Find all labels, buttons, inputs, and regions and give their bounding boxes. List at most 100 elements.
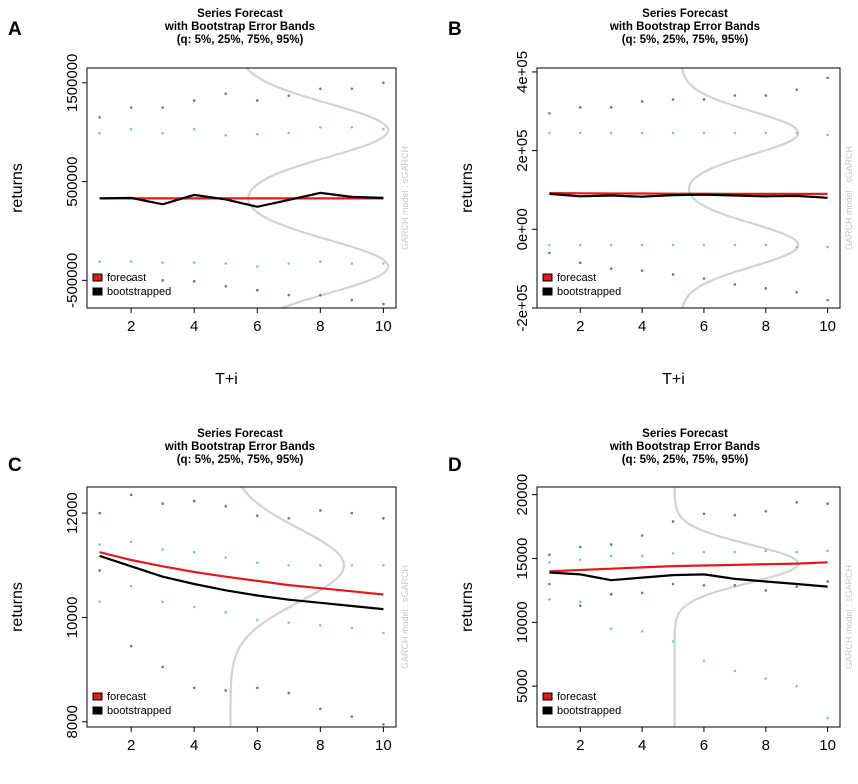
quantile-point-q5 [319,293,322,297]
quantile-point-q95 [161,106,164,109]
quantile-point-q5 [702,583,706,587]
x-tick-label: 8 [762,318,770,335]
quantile-point-q5 [287,691,291,695]
legend: forecast bootstrapped [92,272,171,298]
chart-title-line-3: (q: 5%, 25%, 75%, 95%) [622,454,749,466]
quantile-point-q25 [702,659,706,662]
quantile-point-q5 [826,298,829,302]
quantile-point-q25 [640,243,644,247]
quantile-point-q95 [224,92,228,95]
quantile-point-q5 [578,604,582,608]
quantile-point-q25 [192,605,196,609]
x-tick-label: 10 [819,318,836,335]
quantile-point-q5 [319,707,322,711]
quantile-point-q75 [350,563,354,567]
quantile-point-q95 [98,511,101,515]
quantile-point-q5 [671,582,675,586]
quantile-point-q75 [640,131,644,135]
legend-swatch-bootstrapped [92,287,103,296]
quantile-point-q75 [319,125,322,129]
legend: forecast bootstrapped [542,272,621,298]
quantile-point-q25 [255,618,259,622]
quantile-point-q95 [255,99,259,102]
legend-swatch-bootstrapped [92,706,103,715]
quantile-point-q5 [192,686,196,690]
quantile-point-q95 [826,76,829,80]
quantile-point-q75 [548,131,551,135]
quantile-point-q75 [382,563,385,567]
quantile-point-q5 [702,277,706,280]
quantile-point-q25 [826,716,829,720]
quantile-point-q75 [764,549,768,553]
quantile-point-q5 [129,644,133,648]
quantile-point-q25 [578,243,582,247]
x-tick-label: 4 [638,318,646,335]
series-line-forecast [99,551,384,596]
y-axis-label: returns [9,582,26,632]
quantile-point-q75 [319,563,322,567]
quantile-point-q95 [382,517,385,520]
quantile-point-q25 [319,623,322,627]
legend-swatch-forecast [92,692,103,701]
density-curve [673,487,800,727]
quantile-point-q5 [350,298,354,302]
y-tick-label: -500000 [64,253,81,308]
quantile-point-q25 [192,261,196,264]
quantile-point-q75 [255,561,259,564]
chart-title-line-1: Series Forecast [642,8,728,20]
quantile-point-q25 [671,243,675,247]
quantile-point-q95 [192,499,196,503]
x-axis-label: T+i [215,371,238,388]
legend-label-bootstrapped: bootstrapped [557,286,621,298]
quantile-point-q95 [702,512,706,516]
legend-label-bootstrapped: bootstrapped [107,286,171,298]
quantile-point-q75 [795,550,799,554]
quantile-point-q95 [548,553,551,556]
quantile-point-q25 [733,243,737,247]
x-axis-label: T+i [662,371,685,388]
y-tick-label: 2e+05 [514,130,531,172]
quantile-point-q95 [578,106,582,109]
quantile-point-q5 [795,290,799,294]
quantile-point-q25 [578,600,582,604]
y-tick-label: 4e+05 [514,51,531,93]
chart-title-line-2: with Bootstrap Error Bands [609,21,760,33]
quantile-point-q5 [733,283,737,286]
x-tick-label: 2 [127,318,135,335]
chart-title-line-3: (q: 5%, 25%, 75%, 95%) [177,454,304,466]
quantile-point-q75 [192,550,196,554]
quantile-point-q75 [287,563,291,567]
x-tick-label: 6 [253,318,261,335]
y-tick-label: 12000 [64,492,81,534]
y-axis-label: returns [459,582,476,632]
x-tick-label: 6 [700,737,708,754]
quantile-point-q95 [161,502,164,505]
quantile-point-q95 [671,520,675,523]
quantile-point-q5 [287,293,291,297]
quantile-point-q75 [733,550,737,554]
quantile-point-q25 [795,245,799,249]
quantile-point-q95 [578,545,582,549]
legend-label-forecast: forecast [557,272,596,284]
quantile-point-q5 [609,267,613,270]
series-line-bootstrapped [549,571,828,588]
x-tick-label: 4 [638,737,646,754]
chart-title-line-1: Series Forecast [197,8,283,20]
plot-frame [86,486,397,728]
quantile-point-q95 [764,94,768,97]
quantile-point-q5 [609,592,613,596]
y-axis-label: returns [9,163,26,213]
quantile-point-q75 [129,540,133,544]
series-line-bootstrapped [99,191,384,208]
quantile-point-q25 [764,677,768,680]
quantile-point-q95 [548,111,551,115]
quantile-point-q95 [255,514,259,517]
quantile-point-q25 [382,262,385,265]
quantile-point-q25 [98,260,101,263]
series-line-forecast [549,192,828,195]
legend-swatch-bootstrapped [542,706,553,715]
quantile-point-q75 [161,131,164,135]
